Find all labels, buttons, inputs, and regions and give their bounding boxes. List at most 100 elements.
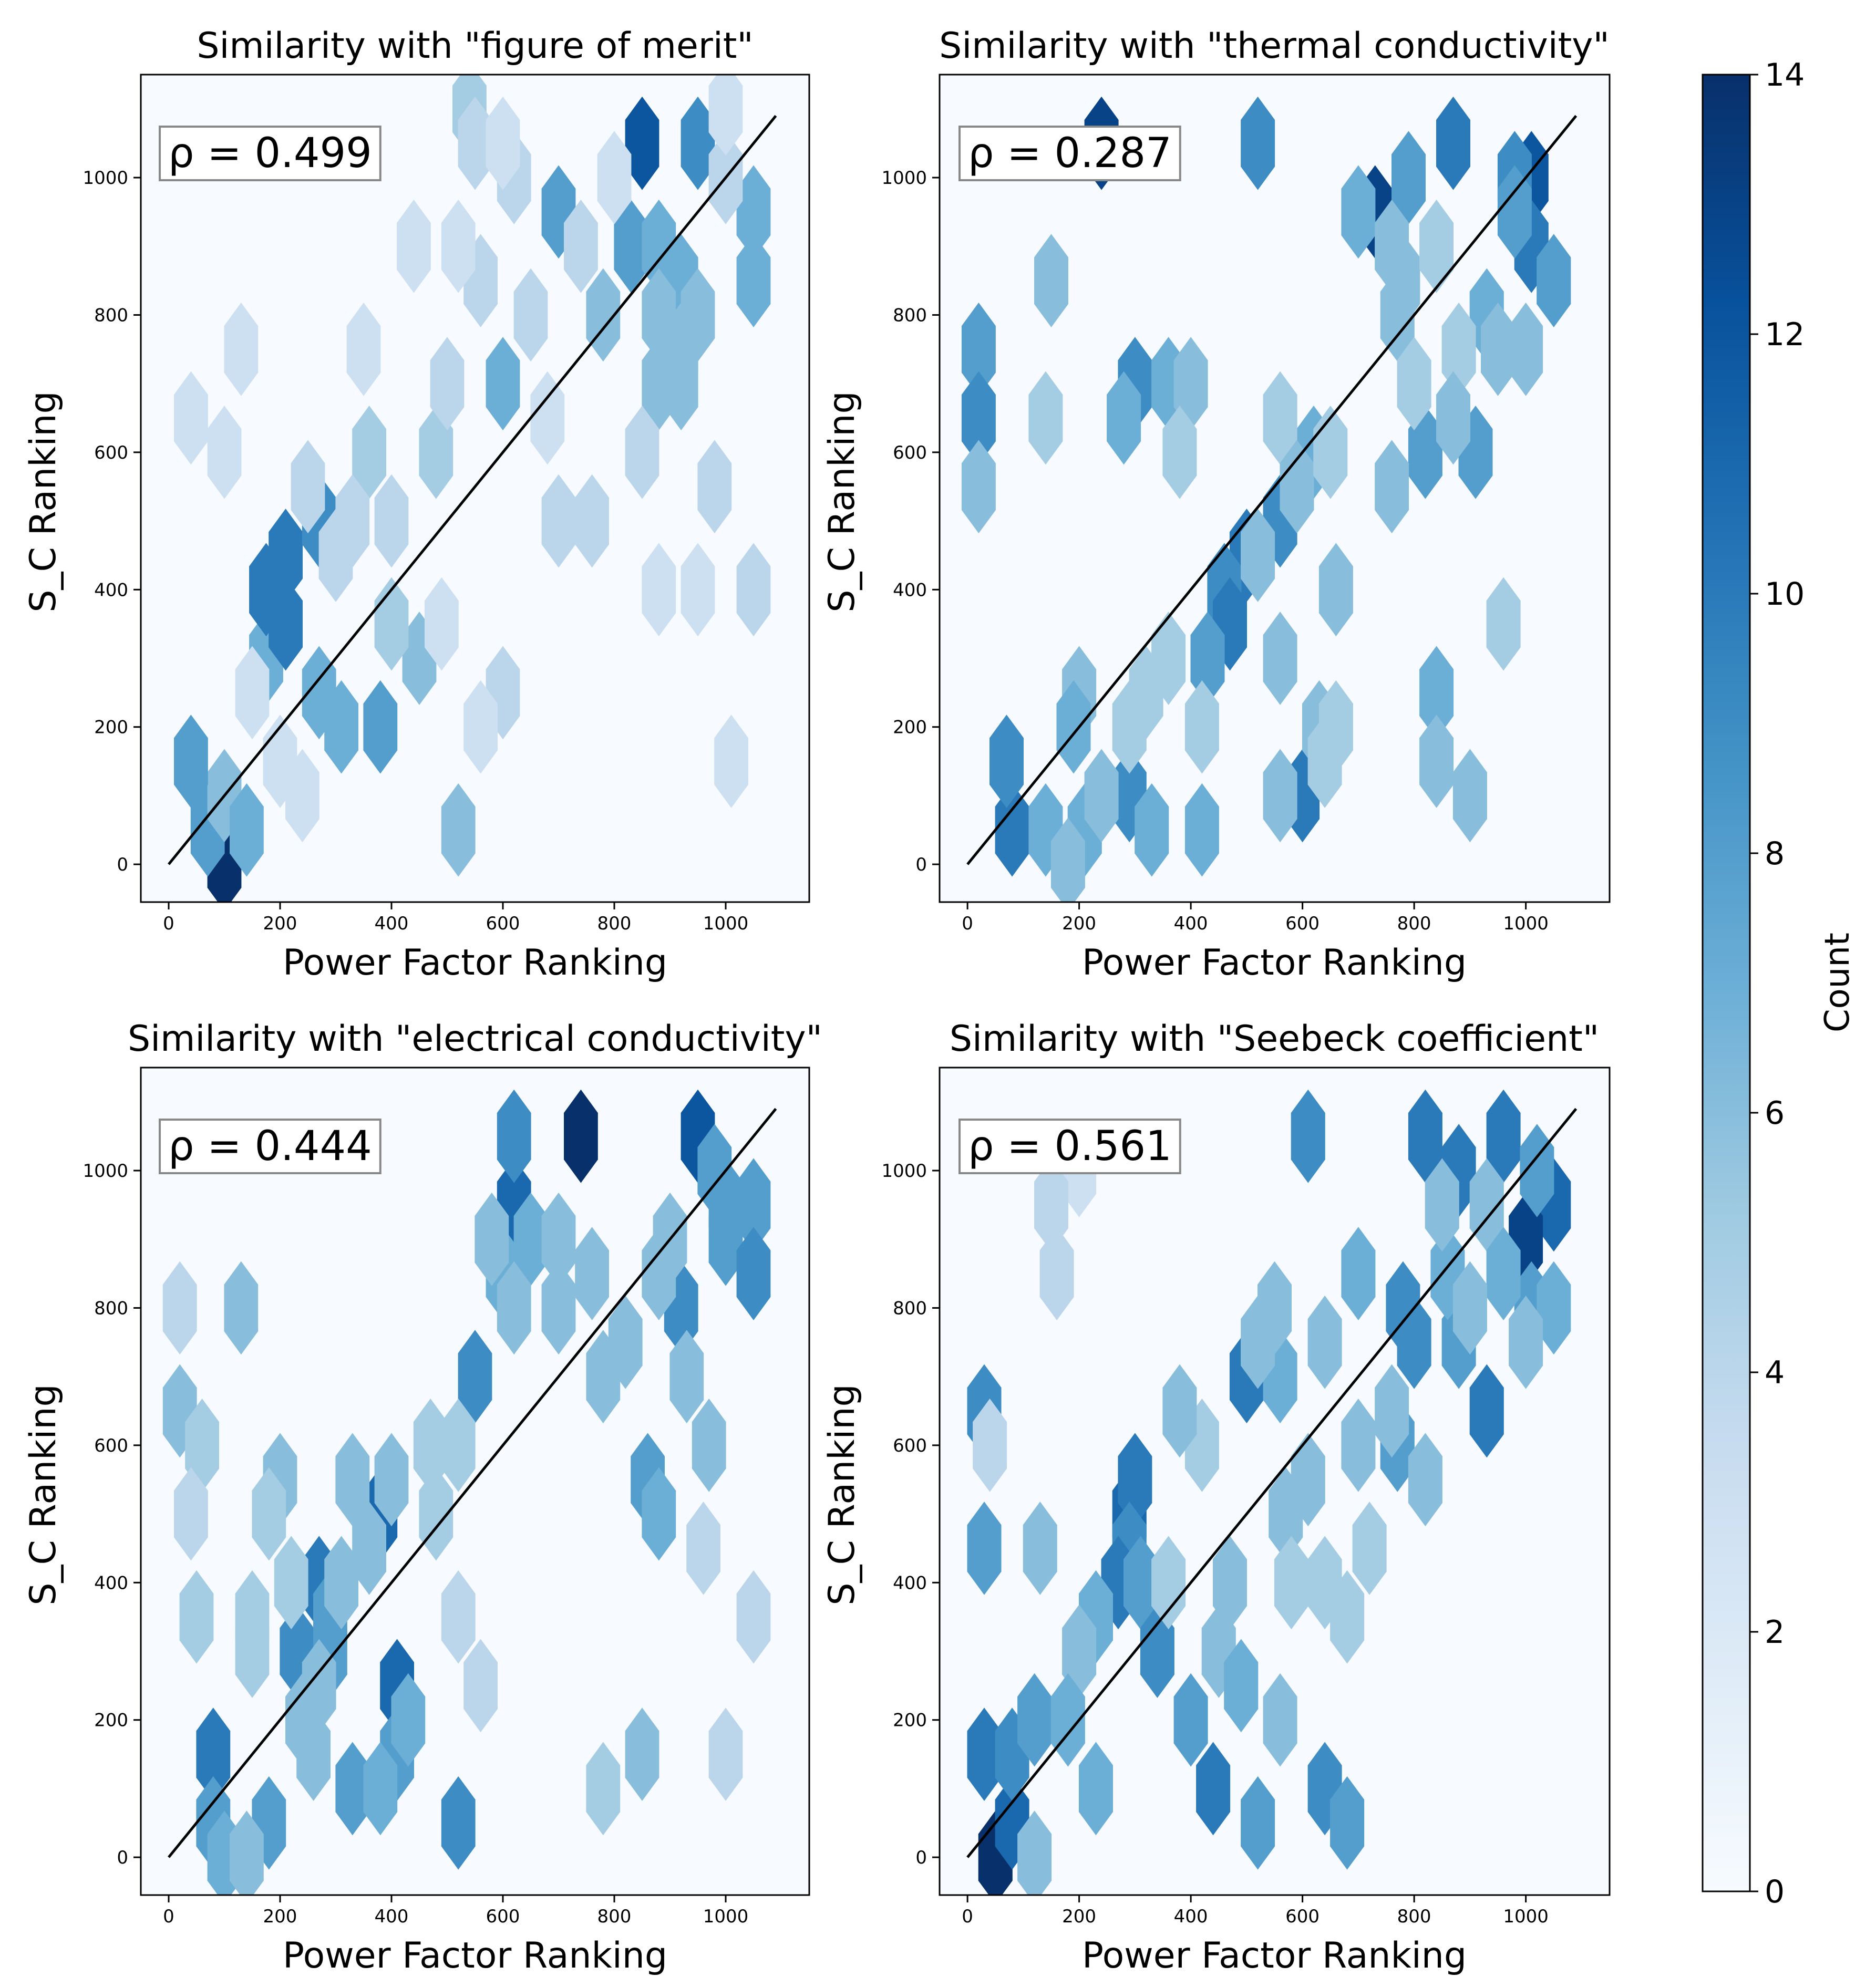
hexbin-cell xyxy=(1079,1742,1113,1836)
hexbin-cell xyxy=(513,1192,548,1286)
y-tick-label: 200 xyxy=(893,717,927,738)
hexbin-cell xyxy=(235,646,270,740)
hexbin-cell xyxy=(597,131,632,224)
hexbin-cell xyxy=(1452,1261,1487,1355)
hexbin-cell xyxy=(1375,440,1409,534)
colorbar-gradient xyxy=(1702,74,1751,1892)
panel-title: Similarity with "electrical conductivity… xyxy=(128,1018,822,1060)
hexbin-cell xyxy=(441,1776,476,1870)
panel-title: Similarity with "Seebeck coefficient" xyxy=(950,1018,1599,1060)
hexbin-cell xyxy=(1017,1810,1052,1895)
hexbin-cell xyxy=(736,1158,771,1252)
y-tick-label: 600 xyxy=(94,442,128,463)
x-tick-label: 1000 xyxy=(703,1906,749,1927)
hexbin-cell xyxy=(1028,371,1063,465)
hexbin-cell xyxy=(1213,1536,1247,1630)
hexbin-cell xyxy=(1039,1227,1074,1320)
y-tick-label: 1000 xyxy=(83,168,128,189)
x-tick-label: 1000 xyxy=(703,913,749,934)
x-tick-label: 200 xyxy=(263,913,297,934)
hexbin-cell xyxy=(413,1399,448,1492)
hexbin-cell xyxy=(1425,1158,1459,1252)
y-tick-label: 1000 xyxy=(881,1161,927,1182)
hexbin-cell xyxy=(1056,680,1091,774)
hexbin-cell xyxy=(174,371,208,465)
hexbin-cell xyxy=(1380,268,1415,362)
plot-frame xyxy=(939,1067,1611,1896)
y-tick-label: 200 xyxy=(94,1710,128,1731)
hexbin-cell xyxy=(1537,1261,1571,1355)
y-axis-label: S_C Ranking xyxy=(821,391,863,612)
hexbin-cell xyxy=(642,543,676,637)
hexbin-cell xyxy=(1034,234,1068,327)
hexbin-cell xyxy=(692,1399,726,1492)
hexbin-cell xyxy=(1112,680,1147,774)
hexbin-cells xyxy=(162,1089,771,1895)
hexbin-cell xyxy=(961,371,996,465)
x-tick-label: 400 xyxy=(1174,1906,1208,1927)
hexbin-cell xyxy=(989,715,1024,808)
hexbin-cell xyxy=(441,199,476,293)
hexbin-cell xyxy=(541,1261,576,1355)
y-tick-label: 1000 xyxy=(881,168,927,189)
correlation-annotation-box xyxy=(958,126,1181,181)
hexbin-cell xyxy=(1419,646,1454,740)
hexbin-cell xyxy=(1196,1742,1231,1836)
hexbin-cell xyxy=(1184,680,1219,774)
hexbin-cell xyxy=(162,1261,197,1355)
hexbin-cell xyxy=(586,1330,621,1424)
hexbin-cell xyxy=(1269,1467,1303,1561)
y-tick-label: 800 xyxy=(893,1298,927,1319)
hexbin-cell xyxy=(374,1433,409,1527)
hexbin-cell xyxy=(1537,234,1571,327)
diagonal-fit-line xyxy=(966,1108,1578,1858)
panel-title: Similarity with "thermal conductivity" xyxy=(939,25,1610,67)
hexbin-cell xyxy=(1307,715,1342,808)
colorbar-tick-label: 6 xyxy=(1765,1095,1785,1132)
hexbin-cell xyxy=(1162,1364,1197,1458)
hexbin-cell xyxy=(335,1742,370,1836)
hexbin-cell xyxy=(513,268,548,362)
hexbin-cell xyxy=(1509,302,1543,396)
hexbin-cell xyxy=(179,1570,214,1664)
hexbin-cell xyxy=(564,199,598,293)
hexbin-cell xyxy=(967,1707,1002,1801)
hexbin-cell xyxy=(1190,612,1225,705)
hexbin-plot: 0 200 400 600 800 1000 0 200 400 600 800 1000 xyxy=(881,1067,1611,1927)
hexbin-cell xyxy=(1118,1433,1152,1527)
x-tick-label: 800 xyxy=(597,913,632,934)
x-tick-label: 800 xyxy=(597,1906,632,1927)
hexbin-cell xyxy=(1408,1433,1442,1527)
diagonal-fit-line xyxy=(168,115,777,865)
y-tick-label: 400 xyxy=(893,579,927,601)
x-tick-label: 0 xyxy=(163,1906,174,1927)
hexbin-cell xyxy=(1241,96,1275,190)
hexbin-cell xyxy=(1318,543,1353,637)
hexbin-cell xyxy=(681,543,715,637)
hexbin-cell xyxy=(430,337,465,431)
hexbin-cell xyxy=(1441,302,1476,396)
y-tick-label: 0 xyxy=(915,854,927,875)
x-tick-label: 200 xyxy=(263,1906,297,1927)
x-tick-label: 1000 xyxy=(1503,1906,1549,1927)
hexbin-cell xyxy=(708,1707,743,1801)
hexbin-cell xyxy=(1263,612,1297,705)
hexbin-cell xyxy=(1274,1536,1308,1630)
colorbar-tick-label: 10 xyxy=(1765,576,1805,613)
colorbar-label: Count xyxy=(1818,933,1857,1032)
hexbin-cell xyxy=(1034,1158,1068,1252)
colorbar-tick-label: 4 xyxy=(1765,1354,1785,1391)
y-tick-label: 0 xyxy=(915,1847,927,1868)
hexbin-cell xyxy=(1263,371,1297,465)
hexbin-cell xyxy=(1341,1399,1376,1492)
hexbin-cell xyxy=(441,1570,476,1664)
hexbin-cell xyxy=(1408,406,1442,499)
panel-figure-of-merit: Similarity with "figure of merit" 0 200 40… xyxy=(23,25,810,984)
hexbin-cell xyxy=(736,1570,771,1664)
hexbin-cell xyxy=(1436,371,1470,465)
hexbin-cell xyxy=(458,1330,492,1424)
hexbin-cell xyxy=(1123,1536,1158,1630)
hexbin-cell xyxy=(1241,1295,1275,1389)
hexbin-cell xyxy=(1135,783,1169,877)
